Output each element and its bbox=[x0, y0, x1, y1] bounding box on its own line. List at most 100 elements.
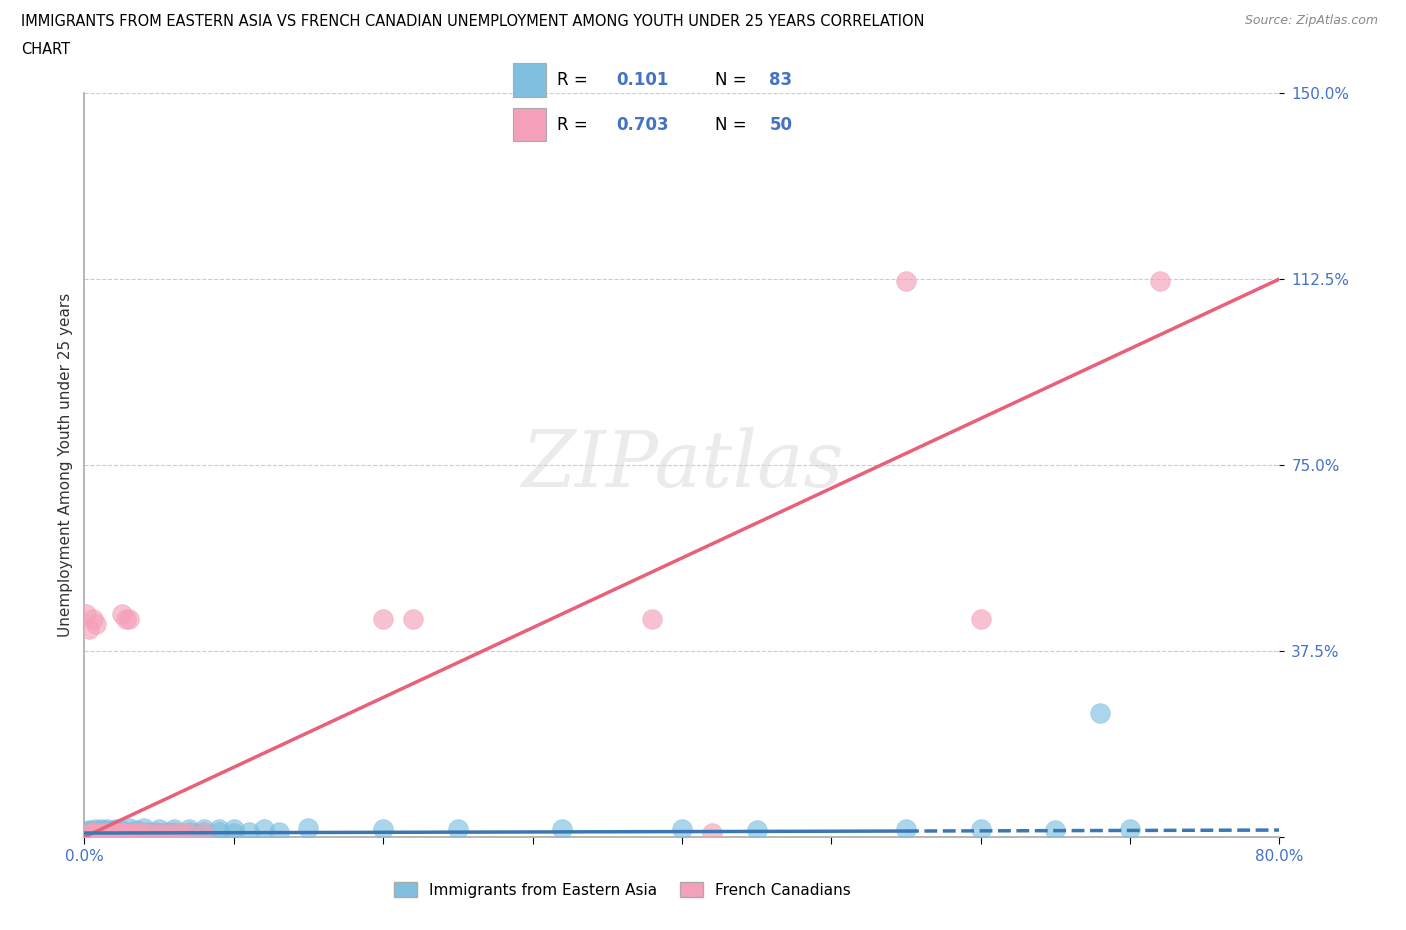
Point bbox=[114, 826, 136, 841]
Point bbox=[105, 825, 128, 840]
Point bbox=[150, 826, 173, 841]
Point bbox=[148, 826, 170, 841]
Point bbox=[83, 826, 105, 841]
Point bbox=[118, 820, 141, 835]
Point bbox=[89, 826, 111, 841]
Point bbox=[80, 824, 103, 839]
Point bbox=[127, 824, 149, 839]
Point bbox=[93, 823, 115, 838]
Point bbox=[111, 606, 134, 621]
Point bbox=[447, 821, 470, 836]
Point bbox=[96, 827, 118, 842]
Point bbox=[894, 821, 917, 836]
Point bbox=[87, 827, 110, 842]
Point bbox=[111, 825, 134, 840]
Point bbox=[100, 826, 122, 841]
Point bbox=[118, 611, 141, 626]
Point bbox=[86, 617, 108, 631]
Point bbox=[90, 824, 112, 839]
Point bbox=[641, 611, 664, 626]
Point bbox=[253, 821, 276, 836]
Point bbox=[371, 611, 394, 626]
Point bbox=[101, 826, 124, 841]
Point bbox=[371, 821, 394, 836]
Point bbox=[700, 825, 723, 840]
Point bbox=[122, 826, 145, 841]
Point bbox=[115, 826, 138, 841]
Point bbox=[136, 825, 159, 840]
Point bbox=[76, 827, 98, 842]
Point bbox=[139, 826, 162, 841]
Point bbox=[115, 611, 138, 626]
Y-axis label: Unemployment Among Youth under 25 years: Unemployment Among Youth under 25 years bbox=[58, 293, 73, 637]
Point bbox=[83, 824, 105, 839]
Point bbox=[97, 824, 120, 839]
Point bbox=[91, 826, 114, 841]
Point bbox=[86, 825, 108, 840]
Point bbox=[96, 827, 118, 842]
Legend: Immigrants from Eastern Asia, French Canadians: Immigrants from Eastern Asia, French Can… bbox=[388, 875, 856, 904]
Point bbox=[745, 822, 768, 837]
Point bbox=[98, 823, 121, 838]
Point bbox=[177, 825, 200, 840]
Point bbox=[111, 825, 134, 840]
Point bbox=[208, 825, 231, 840]
Point bbox=[177, 825, 200, 840]
Text: N =: N = bbox=[714, 71, 751, 89]
Point bbox=[142, 825, 165, 840]
Point bbox=[170, 825, 193, 840]
Point bbox=[970, 821, 993, 836]
Point bbox=[77, 822, 100, 837]
Point bbox=[163, 825, 186, 840]
Point bbox=[75, 823, 97, 838]
Point bbox=[90, 821, 112, 836]
Point bbox=[89, 825, 111, 840]
Point bbox=[77, 621, 100, 636]
Point bbox=[87, 823, 110, 838]
Point bbox=[193, 825, 215, 840]
Point bbox=[86, 826, 108, 841]
Point bbox=[118, 826, 141, 841]
Point bbox=[894, 274, 917, 289]
Point bbox=[145, 825, 167, 840]
Point bbox=[186, 825, 208, 840]
Point bbox=[82, 611, 104, 626]
Point bbox=[125, 825, 148, 840]
Text: Source: ZipAtlas.com: Source: ZipAtlas.com bbox=[1244, 14, 1378, 27]
Point bbox=[80, 825, 103, 840]
Text: N =: N = bbox=[714, 115, 751, 134]
Point bbox=[75, 606, 97, 621]
Point bbox=[121, 825, 143, 840]
Point bbox=[125, 825, 148, 840]
Point bbox=[163, 825, 186, 840]
Point bbox=[238, 825, 260, 840]
Point bbox=[110, 826, 132, 841]
Point bbox=[80, 827, 103, 842]
Point bbox=[155, 826, 177, 841]
Point bbox=[170, 826, 193, 841]
Point bbox=[148, 825, 170, 840]
Point bbox=[141, 826, 163, 841]
Bar bbox=[513, 63, 547, 97]
Point bbox=[112, 826, 135, 841]
Point bbox=[155, 825, 177, 840]
Point bbox=[551, 821, 574, 836]
Point bbox=[96, 821, 118, 836]
Point bbox=[83, 821, 105, 836]
Point bbox=[104, 826, 127, 841]
Point bbox=[193, 826, 215, 841]
Point bbox=[98, 825, 121, 840]
Point bbox=[111, 822, 134, 837]
Point bbox=[148, 821, 170, 836]
Point bbox=[93, 825, 115, 840]
Point bbox=[107, 825, 129, 840]
Point bbox=[402, 611, 425, 626]
Point bbox=[79, 826, 101, 841]
Point bbox=[297, 820, 319, 835]
Point bbox=[671, 821, 693, 836]
Point bbox=[222, 825, 245, 840]
Point bbox=[132, 825, 156, 840]
Text: IMMIGRANTS FROM EASTERN ASIA VS FRENCH CANADIAN UNEMPLOYMENT AMONG YOUTH UNDER 2: IMMIGRANTS FROM EASTERN ASIA VS FRENCH C… bbox=[21, 14, 925, 29]
Point bbox=[970, 611, 993, 626]
Point bbox=[122, 826, 145, 841]
